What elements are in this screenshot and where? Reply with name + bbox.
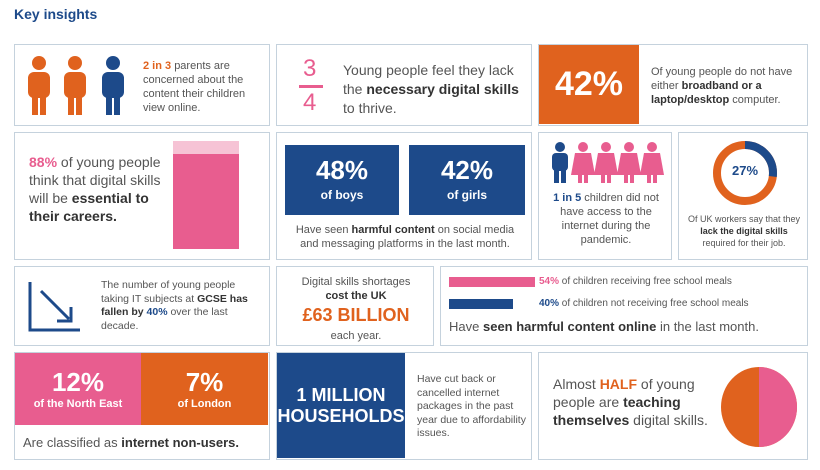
broadband-value-box: 42% bbox=[539, 45, 639, 124]
parent-icon bbox=[28, 56, 50, 115]
gcse-text: The number of young people taking IT sub… bbox=[101, 279, 248, 332]
parents-card: 2 in 3 parents are concerned about the c… bbox=[14, 44, 270, 126]
girls-box: 42% of girls bbox=[409, 145, 525, 215]
london-value: 7% bbox=[185, 367, 224, 397]
fraction-numerator: 3 bbox=[303, 55, 317, 82]
boys-label: of boys bbox=[320, 188, 364, 202]
harmful-card: 48% of boys 42% of girls Have seen harmf… bbox=[276, 132, 532, 260]
households-label: HOUSEHOLDS bbox=[277, 406, 405, 426]
london-label: of London bbox=[177, 398, 232, 410]
page-title: Key insights bbox=[14, 6, 98, 22]
fraction-text: Young people feel they lack the necessar… bbox=[343, 62, 519, 116]
fraction-denominator: 4 bbox=[303, 89, 317, 116]
decline-arrow-icon bbox=[28, 282, 80, 332]
broadband-card: 42% Of young people do not have either b… bbox=[538, 44, 808, 126]
workers-value: 27% bbox=[731, 163, 759, 178]
fraction-card: 3 4 Young people feel they lack the nece… bbox=[276, 44, 532, 126]
careers-card: 88% of young people think that digital s… bbox=[14, 132, 270, 260]
shortage-text: Digital skills shortages cost the UK bbox=[301, 276, 411, 302]
gcse-card: The number of young people taking IT sub… bbox=[14, 266, 270, 346]
children-icons bbox=[552, 142, 664, 183]
households-card: 1 MILLION HOUSEHOLDS Have cut back or ca… bbox=[276, 352, 532, 460]
north-east-label: of the North East bbox=[33, 398, 123, 410]
workers-donut bbox=[713, 141, 777, 205]
harmful-text: Have seen harmful content on social medi… bbox=[295, 224, 515, 250]
shortage-card: Digital skills shortages cost the UK £63 … bbox=[276, 266, 434, 346]
workers-text: Of UK workers say that they lack the dig… bbox=[687, 214, 801, 248]
half-pie bbox=[721, 367, 797, 447]
parent-icon bbox=[64, 56, 86, 115]
half-card: Almost HALF of young people are teaching… bbox=[538, 352, 808, 460]
households-text: Have cut back or cancelled internet pack… bbox=[417, 373, 526, 439]
households-value: 1 MILLION bbox=[296, 385, 386, 405]
north-east-box: 12% of the North East bbox=[15, 353, 141, 425]
girls-value: 42% bbox=[440, 155, 494, 185]
careers-text: 88% of young people think that digital s… bbox=[29, 154, 161, 224]
meals-text: Have seen harmful content online in the … bbox=[449, 319, 759, 334]
meals-bar-not-receiving bbox=[449, 299, 513, 309]
shortage-value: £63 BILLION bbox=[302, 305, 410, 325]
broadband-text: Of young people do not have either broad… bbox=[651, 66, 793, 106]
north-east-value: 12% bbox=[51, 367, 105, 397]
careers-bar-track bbox=[173, 141, 239, 249]
girls-label: of girls bbox=[446, 188, 487, 202]
meals-bar-not-receiving-label: 40% of children not receiving free schoo… bbox=[539, 298, 749, 309]
workers-card: 27% Of UK workers say that they lack the… bbox=[678, 132, 808, 260]
households-box: 1 MILLION HOUSEHOLDS bbox=[277, 353, 405, 458]
nonusers-text: Are classified as internet non-users. bbox=[23, 435, 240, 450]
half-text: Almost HALF of young people are teaching… bbox=[553, 376, 708, 428]
boys-box: 48% of boys bbox=[285, 145, 399, 215]
nonusers-card: 12% of the North East 7% of London Are c… bbox=[14, 352, 270, 460]
pandemic-card: 1 in 5 children did not have access to t… bbox=[538, 132, 672, 260]
london-box: 7% of London bbox=[141, 353, 268, 425]
parent-icon bbox=[102, 56, 124, 115]
boys-value: 48% bbox=[315, 155, 369, 185]
careers-bar-fill bbox=[173, 153, 239, 249]
meals-bar-receiving bbox=[449, 277, 535, 287]
meals-bar-receiving-label: 54% of children receiving free school me… bbox=[539, 276, 732, 287]
meals-card: 54% of children receiving free school me… bbox=[440, 266, 808, 346]
shortage-subtext: each year. bbox=[330, 330, 382, 342]
parents-text: 2 in 3 parents are concerned about the c… bbox=[143, 60, 246, 114]
fraction-line bbox=[299, 85, 323, 88]
pandemic-text: 1 in 5 children did not have access to t… bbox=[553, 192, 659, 246]
